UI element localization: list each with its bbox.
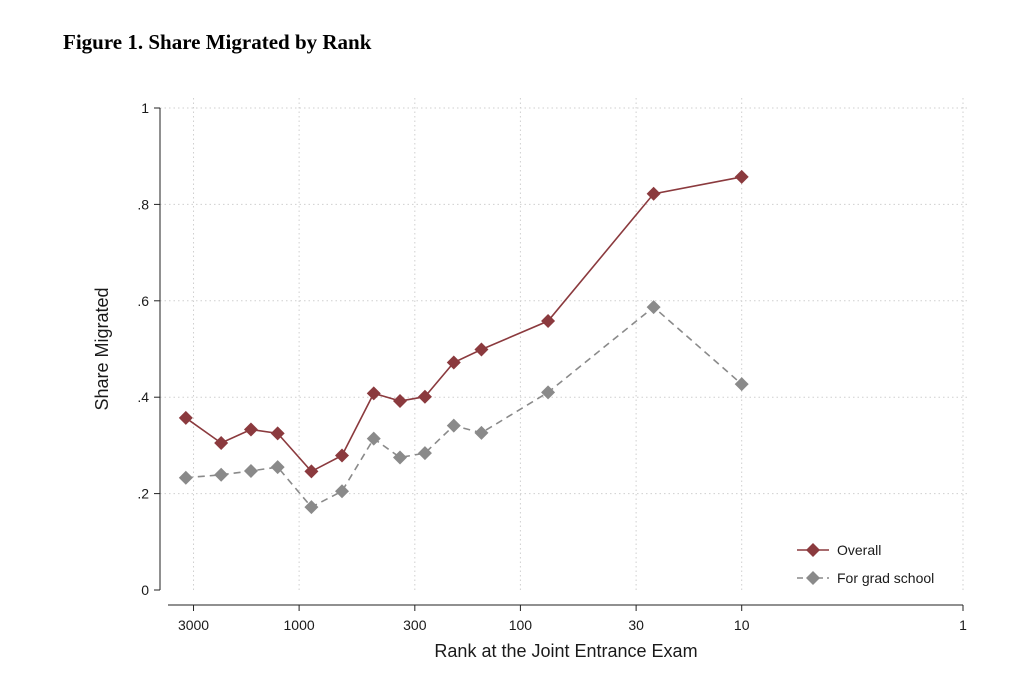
data-point-diamond bbox=[214, 435, 229, 450]
data-point-diamond bbox=[393, 450, 408, 465]
data-point-diamond bbox=[446, 355, 461, 370]
y-axis-title: Share Migrated bbox=[92, 287, 112, 410]
data-point-diamond bbox=[474, 425, 489, 440]
series-overall bbox=[178, 169, 749, 479]
data-point-diamond bbox=[734, 169, 749, 184]
data-point-diamond bbox=[243, 463, 258, 478]
legend-marker-icon bbox=[806, 571, 820, 585]
data-point-diamond bbox=[474, 342, 489, 357]
series-line bbox=[185, 176, 742, 473]
data-point-diamond bbox=[270, 426, 285, 441]
data-point-diamond bbox=[646, 186, 661, 201]
legend-label: For grad school bbox=[837, 570, 934, 586]
x-tick-label: 10 bbox=[734, 617, 750, 633]
data-point-diamond bbox=[335, 484, 350, 499]
x-tick-label: 300 bbox=[403, 617, 427, 633]
x-tick-label: 1 bbox=[959, 617, 967, 633]
data-point-diamond bbox=[366, 386, 381, 401]
data-point-diamond bbox=[335, 448, 350, 463]
data-point-diamond bbox=[214, 467, 229, 482]
x-tick-label: 100 bbox=[509, 617, 533, 633]
x-tick-label: 1000 bbox=[284, 617, 315, 633]
series bbox=[178, 169, 749, 515]
data-point-diamond bbox=[243, 422, 258, 437]
y-tick-label: 0 bbox=[141, 582, 149, 598]
figure-title: Figure 1. Share Migrated by Rank bbox=[63, 30, 372, 54]
y-tick-label: .4 bbox=[137, 389, 149, 405]
series-line bbox=[185, 306, 743, 509]
x-axis-title: Rank at the Joint Entrance Exam bbox=[434, 641, 697, 661]
x-tick-label: 30 bbox=[628, 617, 644, 633]
data-point-diamond bbox=[646, 300, 661, 315]
legend-item: For grad school bbox=[797, 570, 934, 586]
legend: Overall For grad school bbox=[797, 542, 934, 586]
data-point-diamond bbox=[178, 470, 193, 485]
data-point-diamond bbox=[178, 410, 193, 425]
grid bbox=[160, 98, 970, 590]
y-tick-label: .6 bbox=[137, 293, 149, 309]
data-point-diamond bbox=[270, 460, 285, 475]
y-tick-label: .8 bbox=[137, 196, 149, 212]
legend-item: Overall bbox=[797, 542, 881, 558]
data-point-diamond bbox=[734, 377, 749, 392]
data-point-diamond bbox=[304, 500, 319, 515]
legend-label: Overall bbox=[837, 542, 881, 558]
data-point-diamond bbox=[366, 431, 381, 446]
tick-marks: 0 .2 .4 .6 .8 1 3000 1000 300 100 30 10 1 bbox=[137, 100, 967, 633]
x-tick-label: 3000 bbox=[178, 617, 209, 633]
data-point-diamond bbox=[393, 394, 408, 409]
data-point-diamond bbox=[304, 464, 319, 479]
data-point-diamond bbox=[541, 314, 556, 329]
data-point-diamond bbox=[541, 385, 556, 400]
axes bbox=[159, 108, 963, 606]
y-tick-label: .2 bbox=[137, 486, 149, 502]
data-point-diamond bbox=[417, 446, 432, 461]
y-tick-label: 1 bbox=[141, 100, 149, 116]
series-grad-school bbox=[178, 300, 749, 515]
data-point-diamond bbox=[417, 389, 432, 404]
legend-marker-icon bbox=[806, 543, 820, 557]
data-point-diamond bbox=[446, 418, 461, 433]
